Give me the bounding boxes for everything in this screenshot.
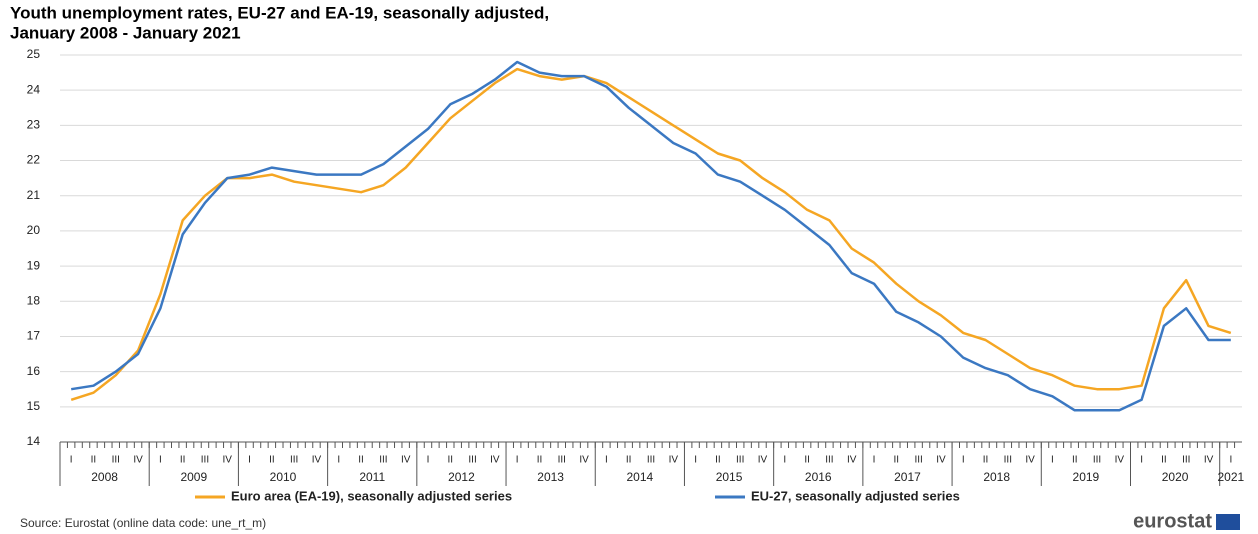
x-tick-label: II [626,455,632,466]
x-tick-label: IV [936,455,946,466]
year-label: 2017 [894,470,921,484]
x-tick-label: II [537,455,543,466]
x-tick-label: III [736,455,744,466]
y-tick-label: 20 [27,223,41,237]
chart-title: Youth unemployment rates, EU-27 and EA-1… [10,3,549,22]
x-tick-label: I [873,455,876,466]
year-label: 2012 [448,470,475,484]
y-tick-label: 14 [27,434,41,448]
x-tick-label: I [1140,455,1143,466]
x-tick-label: III [558,455,566,466]
x-tick-label: II [358,455,364,466]
y-tick-label: 16 [27,364,41,378]
x-tick-label: II [448,455,454,466]
x-tick-label: III [914,455,922,466]
y-tick-label: 17 [27,329,41,343]
y-tick-label: 22 [27,153,41,167]
x-tick-label: IV [401,455,411,466]
y-tick-label: 15 [27,399,41,413]
logo: eurostat [1133,510,1212,532]
x-tick-label: III [647,455,655,466]
y-tick-label: 18 [27,293,41,307]
x-tick-label: IV [490,455,500,466]
y-tick-label: 19 [27,258,41,272]
series-line [70,67,1232,401]
x-tick-label: III [201,455,209,466]
y-tick-label: 21 [27,188,41,202]
y-tick-label: 24 [27,82,41,96]
x-tick-label: III [1004,455,1012,466]
year-label: 2016 [805,470,832,484]
chart-subtitle: January 2008 - January 2021 [10,23,241,42]
x-tick-label: I [783,455,786,466]
x-tick-label: II [180,455,186,466]
year-label: 2018 [983,470,1010,484]
x-tick-label: I [516,455,519,466]
x-tick-label: II [1072,455,1078,466]
year-label: 2010 [270,470,297,484]
x-tick-label: I [337,455,340,466]
x-tick-label: II [1161,455,1167,466]
x-tick-label: IV [669,455,679,466]
x-tick-label: II [715,455,721,466]
x-tick-label: II [269,455,275,466]
x-tick-label: I [159,455,162,466]
year-label: 2019 [1073,470,1100,484]
x-tick-label: I [605,455,608,466]
x-tick-label: IV [847,455,857,466]
year-label: 2013 [537,470,564,484]
x-tick-label: III [468,455,476,466]
year-label: 2020 [1162,470,1189,484]
x-tick-label: IV [1025,455,1035,466]
year-label: 2014 [626,470,653,484]
x-tick-label: III [1093,455,1101,466]
x-tick-label: II [894,455,900,466]
year-label: 2009 [180,470,207,484]
x-tick-label: III [1182,455,1190,466]
legend-label: Euro area (EA-19), seasonally adjusted s… [231,488,512,503]
x-tick-label: IV [223,455,233,466]
x-tick-label: IV [133,455,143,466]
x-tick-label: I [694,455,697,466]
year-label: 2021 [1217,470,1244,484]
legend-label: EU-27, seasonally adjusted series [751,488,960,503]
series-line [71,60,1231,412]
x-tick-label: IV [312,455,322,466]
x-tick-label: III [379,455,387,466]
x-tick-label: I [962,455,965,466]
x-tick-label: IV [579,455,589,466]
x-tick-label: II [91,455,97,466]
x-tick-label: IV [1115,455,1125,466]
year-label: 2015 [716,470,743,484]
x-tick-label: I [70,455,73,466]
x-tick-label: II [804,455,810,466]
x-tick-label: III [825,455,833,466]
x-tick-label: II [983,455,989,466]
x-tick-label: I [1051,455,1054,466]
y-tick-label: 23 [27,118,41,132]
x-tick-label: III [290,455,298,466]
y-tick-label: 25 [27,47,41,61]
year-label: 2011 [359,470,385,484]
x-tick-label: III [112,455,120,466]
x-tick-label: IV [758,455,768,466]
x-tick-label: I [248,455,251,466]
x-tick-label: IV [1204,455,1214,466]
year-label: 2008 [91,470,118,484]
source: Source: Eurostat (online data code: une_… [20,516,266,530]
x-tick-label: I [1229,455,1232,466]
x-tick-label: I [427,455,430,466]
logo-flag [1216,514,1240,530]
